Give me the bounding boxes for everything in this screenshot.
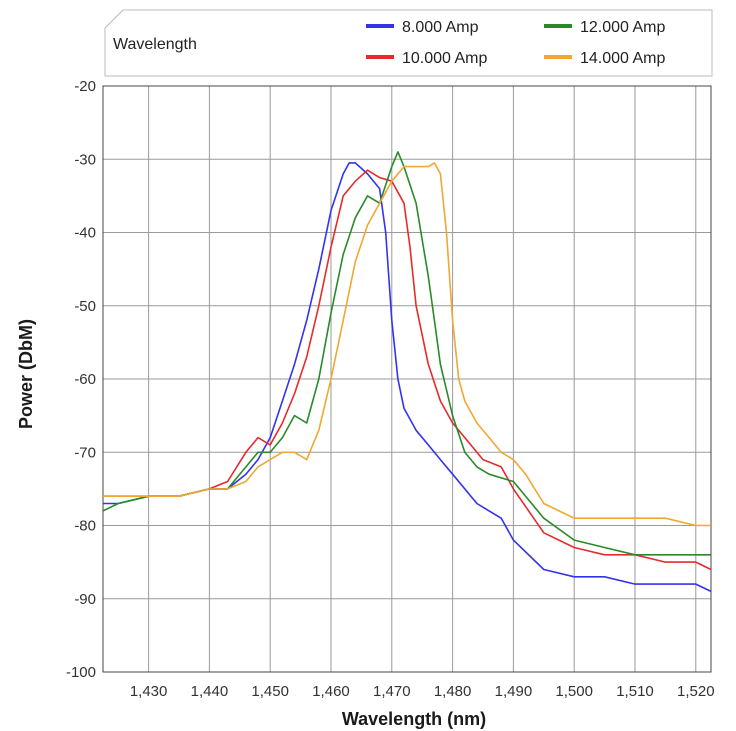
series-line-2 (103, 169, 712, 571)
x-tick-label: 1,500 (555, 683, 593, 700)
legend-title: Wavelength (113, 36, 197, 53)
x-tick-label: 1,520 (677, 683, 715, 700)
y-tick-label: -50 (74, 298, 96, 315)
x-tick-label: 1,490 (495, 683, 533, 700)
y-tick-label: -100 (66, 664, 96, 681)
y-tick-label: -60 (74, 371, 96, 388)
x-tick-label: 1,470 (373, 683, 411, 700)
y-tick-label: -20 (74, 78, 96, 95)
y-axis-ticks: -20 -30 -40 -50 -60 -70 -80 -90 -100 (66, 78, 96, 681)
legend-label: 12.000 Amp (580, 19, 666, 36)
legend-items: 8.000 Amp 10.000 Amp 12.000 Amp 14.000 Amp (366, 19, 666, 67)
x-tick-label: 1,460 (312, 683, 350, 700)
x-tick-label: 1,450 (251, 683, 289, 700)
y-tick-label: -30 (74, 151, 96, 168)
y-axis-title: Power (DbM) (16, 319, 36, 429)
x-tick-label: 1,440 (191, 683, 229, 700)
y-tick-label: -40 (74, 225, 96, 242)
legend-label: 14.000 Amp (580, 50, 666, 67)
legend-label: 8.000 Amp (402, 19, 479, 36)
series-line-3 (102, 151, 711, 556)
x-axis-ticks: 1,430 1,440 1,450 1,460 1,470 1,480 1,490 1,500… (130, 683, 715, 700)
x-tick-label: 1,430 (130, 683, 168, 700)
x-tick-label: 1,510 (616, 683, 654, 700)
x-axis-title: Wavelength (nm) (342, 709, 486, 729)
series-layer (102, 151, 712, 593)
plot-frame (102, 85, 712, 673)
x-tick-label: 1,480 (434, 683, 472, 700)
y-tick-label: -90 (74, 591, 96, 608)
legend-label: 10.000 Amp (402, 50, 488, 67)
y-tick-label: -80 (74, 518, 96, 535)
y-tick-label: -70 (74, 444, 96, 461)
legend: Wavelength 8.000 Amp 10.000 Amp 12.000 Amp… (104, 9, 713, 77)
series-line-1 (103, 162, 712, 593)
series-line-4 (103, 162, 711, 527)
